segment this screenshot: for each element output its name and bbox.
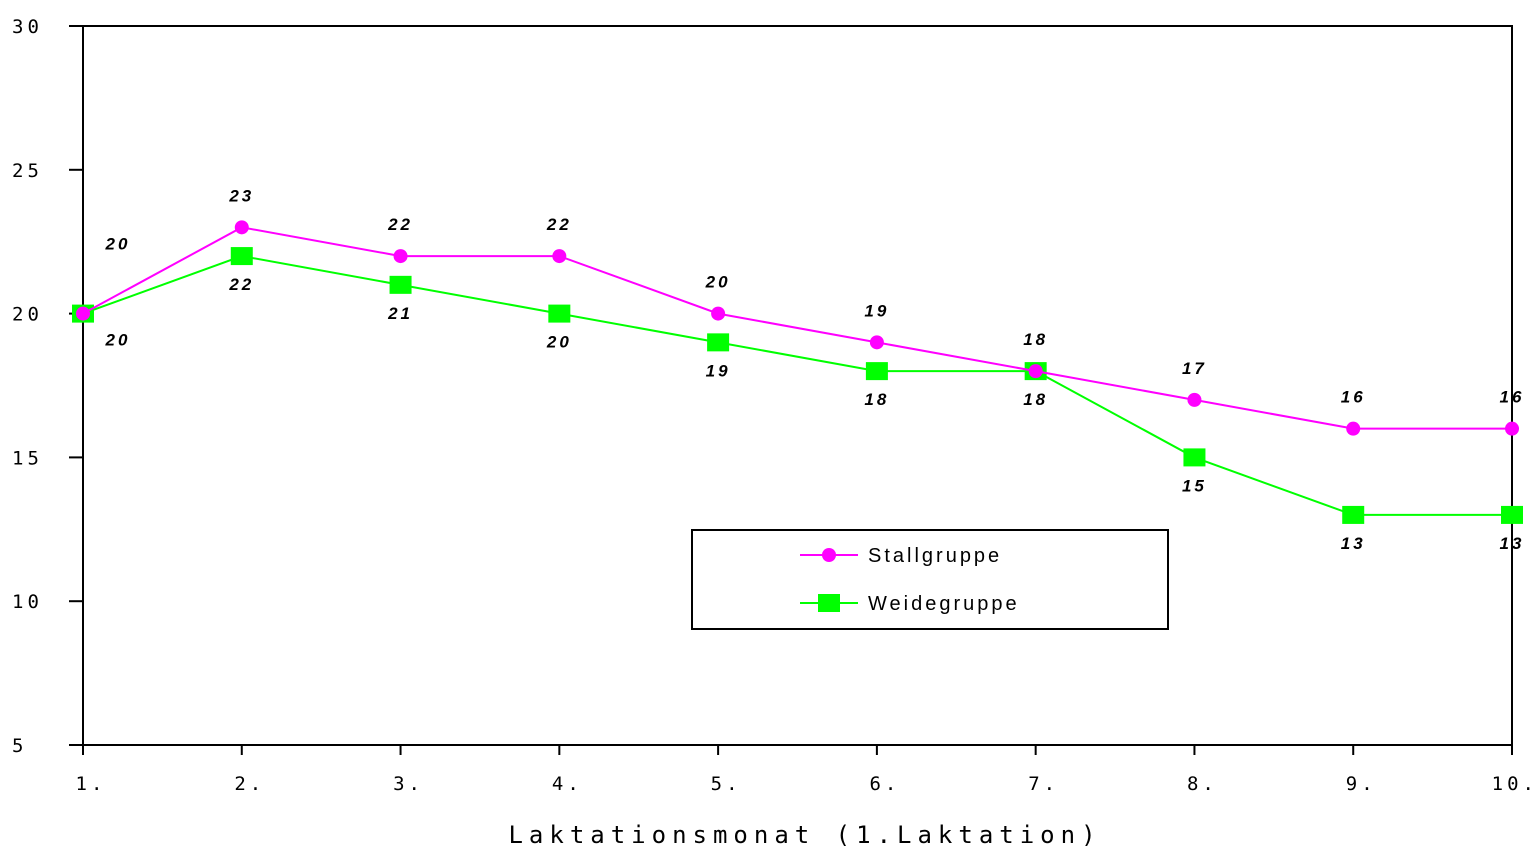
series-weidegruppe <box>72 247 1523 524</box>
x-axis-title: Laktationsmonat (1.Laktation) <box>508 821 1101 849</box>
data-point <box>234 220 249 235</box>
x-axis-ticks: 1. 2. 3. 4. 5. 6. 7. 8. 9. 10. <box>76 745 1538 795</box>
series-line <box>82 226 1512 430</box>
legend-label: Weidegruppe <box>868 593 1020 615</box>
legend-item-weidegruppe: Weidegruppe <box>800 593 1020 615</box>
series-layer <box>72 220 1523 524</box>
axes <box>82 25 1513 746</box>
data-label: 21 <box>387 304 413 323</box>
data-label: 18 <box>864 390 889 409</box>
x-tick-label: 2. <box>234 773 265 795</box>
data-point <box>552 249 567 264</box>
y-tick-label: 30 <box>12 16 43 38</box>
x-tick-label: 10. <box>1492 773 1538 795</box>
x-tick-label: 9. <box>1346 773 1377 795</box>
data-label: 18 <box>1023 390 1048 409</box>
data-point <box>230 247 253 266</box>
data-label: 23 <box>228 186 254 205</box>
data-point <box>1501 505 1523 524</box>
data-point <box>707 333 730 352</box>
y-tick-label: 10 <box>12 591 43 613</box>
legend-marker <box>822 548 836 562</box>
series-line <box>82 255 1512 516</box>
legend-marker <box>818 594 840 612</box>
data-label: 15 <box>1182 476 1207 495</box>
data-point <box>1342 505 1365 524</box>
x-tick-label: 7. <box>1028 773 1059 795</box>
x-tick-label: 3. <box>393 773 424 795</box>
data-point <box>1505 421 1519 436</box>
legend-item-stallgruppe: Stallgruppe <box>800 545 1002 567</box>
data-label: 16 <box>1341 388 1366 407</box>
data-point <box>548 304 571 323</box>
data-point <box>389 275 412 294</box>
data-point <box>76 306 90 321</box>
x-tick-label: 4. <box>552 773 583 795</box>
y-tick-label: 20 <box>12 304 43 326</box>
data-label: 20 <box>105 235 131 254</box>
data-point <box>869 335 884 350</box>
data-label: 20 <box>105 331 131 350</box>
data-label: 16 <box>1500 388 1525 407</box>
legend-box <box>691 529 1169 630</box>
data-labels: 20 22 21 20 19 18 18 15 13 13 20 23 22 22 20 19 18 17 16 16 <box>105 186 1525 553</box>
data-label: 19 <box>706 361 731 380</box>
data-label: 17 <box>1182 359 1207 378</box>
y-axis-ticks: 5 10 15 20 25 30 <box>12 16 83 757</box>
x-tick-label: 1. <box>76 773 107 795</box>
data-label: 22 <box>228 275 254 294</box>
data-label: 19 <box>864 301 889 320</box>
data-label: 13 <box>1500 534 1525 553</box>
data-point <box>1187 392 1202 407</box>
series-stallgruppe <box>76 220 1519 436</box>
data-label: 13 <box>1341 534 1366 553</box>
x-tick-label: 6. <box>869 773 900 795</box>
y-tick-label: 5 <box>12 735 27 757</box>
data-point <box>865 362 888 381</box>
data-label: 22 <box>546 215 572 234</box>
data-label: 20 <box>546 333 572 352</box>
y-tick-label: 25 <box>12 160 43 182</box>
legend: Stallgruppe Weidegruppe <box>691 529 1169 630</box>
plot-frame <box>82 25 1513 746</box>
data-point <box>711 306 726 321</box>
data-point <box>1028 364 1043 379</box>
data-label: 22 <box>387 215 413 234</box>
legend-label: Stallgruppe <box>868 545 1002 567</box>
data-label: 18 <box>1023 330 1048 349</box>
x-tick-label: 5. <box>711 773 742 795</box>
x-tick-label: 8. <box>1187 773 1218 795</box>
data-label: 20 <box>705 273 731 292</box>
data-point <box>1346 421 1361 436</box>
data-point <box>1183 448 1206 467</box>
y-tick-label: 15 <box>12 447 43 469</box>
data-point <box>393 249 408 264</box>
